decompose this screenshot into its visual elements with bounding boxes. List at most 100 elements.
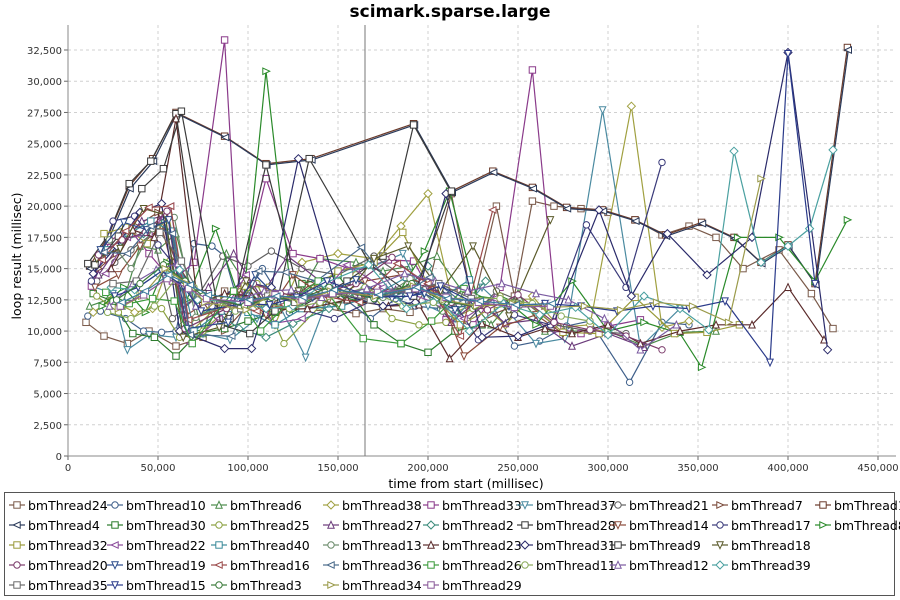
data-point — [109, 217, 117, 225]
data-point — [271, 321, 279, 329]
y-tick-label: 15,000 — [27, 265, 62, 276]
data-point — [378, 301, 388, 311]
legend-marker — [326, 561, 335, 569]
legend-label: bmThread34 — [342, 577, 422, 593]
data-point — [784, 282, 792, 292]
legend-item-bmThread9: bmThread9 — [610, 535, 701, 555]
data-point — [423, 188, 433, 199]
legend-marker — [13, 501, 21, 509]
legend-item-bmThread35: bmThread35 — [9, 575, 108, 595]
legend-item-bmThread1: bmThread1 — [815, 495, 900, 515]
legend-item-bmThread22: bmThread22 — [107, 535, 206, 555]
data-point — [392, 259, 402, 268]
data-point — [582, 221, 591, 229]
legend-label: bmThread8 — [834, 517, 900, 533]
legend-swatch-icon — [323, 541, 339, 549]
data-point — [174, 265, 185, 275]
data-point — [203, 290, 213, 299]
data-point — [220, 36, 229, 44]
data-point — [261, 332, 271, 343]
y-tick-label: 7,500 — [33, 358, 62, 369]
data-point — [451, 306, 459, 315]
data-point — [783, 241, 793, 251]
data-point — [262, 161, 270, 169]
data-point — [127, 314, 135, 323]
data-point — [658, 158, 666, 167]
data-point — [170, 297, 178, 305]
legend-item-bmThread34: bmThread34 — [323, 575, 422, 595]
legend-swatch-icon — [107, 501, 123, 509]
data-point — [190, 258, 198, 267]
legend-label: bmThread35 — [28, 577, 108, 593]
legend-item-bmThread37: bmThread37 — [517, 495, 616, 515]
data-point — [262, 67, 271, 76]
data-point — [528, 184, 537, 193]
legend-marker — [13, 541, 21, 549]
data-point — [811, 279, 819, 289]
legend-marker — [521, 521, 529, 529]
legend-marker — [520, 540, 530, 550]
legend-label: bmThread21 — [629, 497, 709, 513]
data-point — [167, 229, 177, 238]
data-point — [362, 283, 371, 293]
data-point — [658, 346, 666, 354]
data-point — [505, 312, 513, 321]
series-layer — [82, 36, 853, 386]
data-point — [475, 297, 484, 306]
data-point — [626, 291, 637, 301]
legend-item-bmThread27: bmThread27 — [323, 515, 422, 535]
data-point — [136, 242, 144, 252]
legend-item-bmThread28: bmThread28 — [517, 515, 616, 535]
legend-marker — [327, 520, 335, 529]
legend-marker — [111, 501, 119, 509]
data-point — [546, 216, 555, 225]
data-point — [172, 113, 180, 123]
data-point — [242, 277, 251, 286]
data-point — [330, 314, 339, 323]
data-point — [256, 327, 265, 335]
data-point — [616, 305, 626, 314]
data-point — [123, 346, 132, 355]
data-point — [157, 304, 166, 313]
legend-label: bmThread2 — [442, 517, 514, 533]
y-tick-label: 10,000 — [27, 327, 62, 338]
data-point — [547, 299, 556, 308]
data-point — [356, 243, 366, 252]
y-tick-label: 0 — [56, 452, 62, 463]
data-point — [568, 328, 576, 338]
chart-title: scimark.sparse.large — [349, 2, 551, 22]
legend-swatch-icon — [423, 561, 439, 569]
legend-item-bmThread2: bmThread2 — [423, 515, 514, 535]
legend-label: bmThread6 — [230, 497, 302, 513]
data-point — [150, 333, 159, 342]
data-point — [424, 273, 434, 282]
data-point — [317, 292, 326, 302]
legend-label: bmThread18 — [731, 537, 811, 553]
data-point — [85, 301, 94, 310]
legend-swatch-icon — [9, 581, 25, 589]
y-tick-label: 30,000 — [27, 77, 62, 88]
data-point — [147, 157, 155, 165]
legend-label: bmThread33 — [442, 497, 522, 513]
data-point — [354, 298, 364, 307]
legend-marker — [716, 501, 725, 509]
data-point — [478, 318, 486, 328]
data-point — [378, 283, 387, 292]
legend: bmThread24 bmThread10 bmThread6 bmThread38 b… — [4, 492, 900, 596]
data-point — [148, 294, 157, 303]
data-point — [557, 312, 565, 320]
data-point — [220, 133, 230, 142]
data-point — [145, 222, 155, 231]
data-point — [399, 228, 407, 237]
data-point — [442, 294, 452, 303]
legend-label: bmThread38 — [342, 497, 422, 513]
legend-swatch-icon — [107, 541, 123, 549]
data-point — [532, 288, 540, 298]
data-point — [244, 317, 252, 325]
data-point — [185, 330, 195, 339]
data-point — [229, 287, 238, 295]
data-point — [177, 257, 186, 265]
data-point — [497, 278, 506, 288]
data-point — [652, 298, 662, 307]
data-point — [244, 295, 254, 304]
